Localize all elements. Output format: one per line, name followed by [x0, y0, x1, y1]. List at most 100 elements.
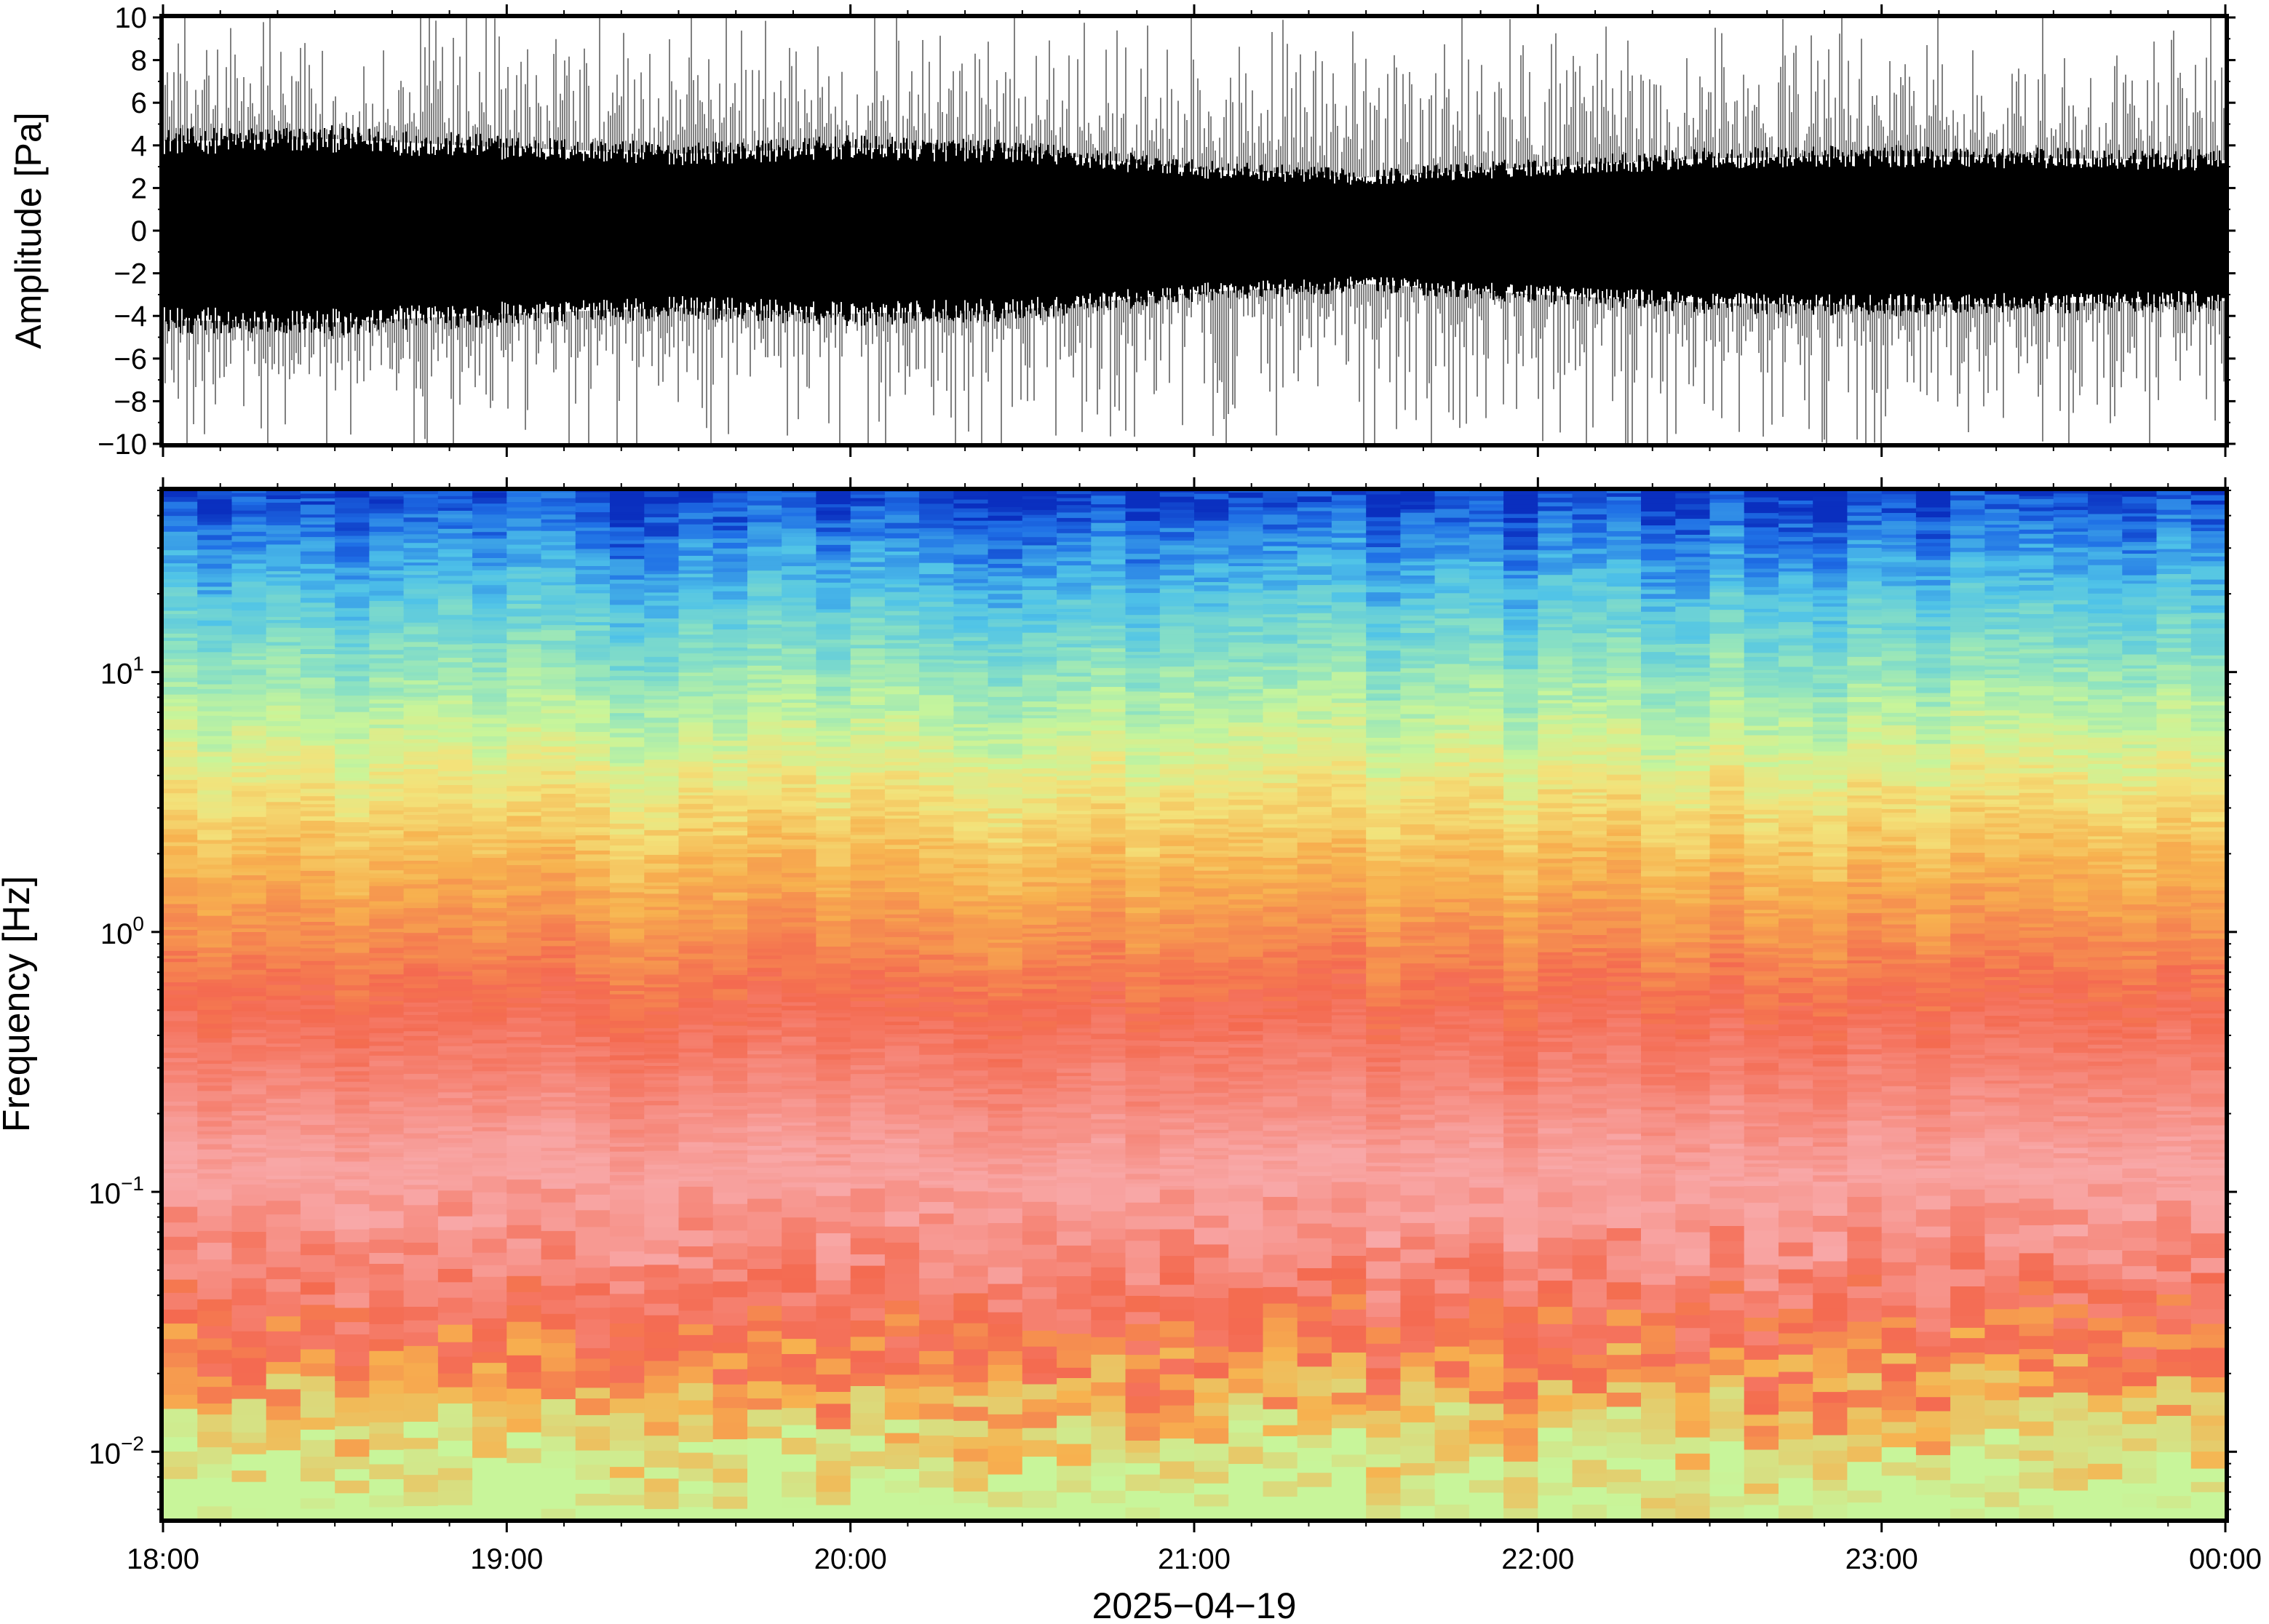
spectrogram-cell	[300, 1104, 335, 1110]
spectrogram-cell	[506, 765, 542, 773]
spectrogram-cell	[678, 550, 714, 556]
spectrogram-cell	[610, 1054, 645, 1061]
spectrogram-cell	[816, 1149, 851, 1155]
spectrogram-cell	[988, 733, 1023, 740]
spectrogram-cell	[816, 1417, 851, 1430]
spectrogram-cell	[816, 765, 851, 773]
spectrogram-cell	[988, 531, 1023, 538]
spectrogram-cell	[197, 896, 233, 902]
spectrogram-cell	[575, 1110, 611, 1115]
spectrogram-cell	[850, 1069, 886, 1075]
spectrogram-cell	[712, 1407, 748, 1423]
spectrogram-cell	[437, 1134, 473, 1139]
spectrogram-cell	[369, 681, 405, 688]
spectrogram-cell	[1022, 759, 1057, 764]
spectrogram-cell	[506, 940, 542, 947]
spectrogram-cell	[437, 779, 473, 785]
spectrogram-cell	[437, 987, 473, 991]
spectrogram-cell	[403, 968, 439, 972]
spectrogram-cell	[919, 638, 955, 645]
spectrogram-cell	[644, 781, 680, 787]
spectrogram-cell	[678, 976, 714, 982]
spectrogram-cell	[541, 624, 576, 631]
spectrogram-cell	[747, 1038, 782, 1043]
spectrogram-cell	[988, 787, 1023, 791]
spectrogram-cell	[266, 968, 301, 973]
spectrogram-cell	[884, 735, 920, 742]
spectrogram-cell	[197, 651, 233, 658]
spectrogram-cell	[644, 1145, 680, 1151]
spectrogram-cell	[953, 608, 989, 612]
spectrogram-cell	[541, 850, 576, 854]
spectrogram-cell	[712, 1482, 748, 1497]
spectrogram-cell	[678, 1032, 714, 1036]
spectrogram-cell	[747, 1035, 782, 1039]
spectrogram-cell	[919, 646, 955, 651]
spectrogram-cell	[1022, 992, 1057, 997]
spectrogram-cell	[437, 1024, 473, 1030]
spectrogram-cell	[335, 1136, 370, 1142]
spectrogram-cell	[782, 496, 817, 502]
spectrogram-cell	[782, 951, 817, 955]
spectrogram-cell	[712, 811, 748, 816]
spectrogram-cell	[369, 873, 405, 878]
spectrogram-cell	[541, 1069, 576, 1074]
spectrogram-cell	[644, 726, 680, 733]
spectrogram-cell	[472, 811, 508, 816]
spectrogram-cell	[575, 1348, 611, 1359]
spectrogram-cell	[163, 1222, 198, 1237]
spectrogram-cell	[437, 911, 473, 915]
spectrogram-cell	[953, 749, 989, 755]
spectrogram-cell	[919, 690, 955, 696]
spectrogram-cell	[712, 766, 748, 771]
spectrogram-cell	[300, 1031, 335, 1036]
spectrogram-cell	[644, 685, 680, 691]
spectrogram-cell	[266, 1031, 301, 1035]
spectrogram-cell	[369, 719, 405, 725]
spectrogram-cell	[163, 545, 198, 551]
spectrogram-cell	[437, 1078, 473, 1083]
spectrogram-cell	[335, 880, 370, 884]
spectrogram-cell	[816, 958, 851, 964]
spectrogram-cell	[369, 1051, 405, 1056]
spectrogram-cell	[369, 1164, 405, 1171]
spectrogram-cell	[266, 692, 301, 696]
spectrogram-cell	[197, 1183, 233, 1190]
spectrogram-cell	[197, 943, 233, 948]
spectrogram-cell	[988, 497, 1023, 502]
spectrogram-cell	[335, 780, 370, 784]
spectrogram-cell	[782, 579, 817, 585]
spectrogram-cell	[472, 834, 508, 840]
spectrogram-cell	[300, 990, 335, 995]
spectrogram-cell	[506, 781, 542, 787]
spectrogram-cell	[231, 562, 267, 569]
spectrogram-cell	[678, 702, 714, 709]
spectrogram-cell	[782, 636, 817, 642]
spectrogram-cell	[1022, 589, 1057, 595]
spectrogram-cell	[403, 684, 439, 689]
spectrogram-cell	[403, 542, 439, 549]
spectrogram-cell	[437, 667, 473, 673]
spectrogram-cell	[953, 872, 989, 877]
spectrogram-cell	[610, 588, 645, 594]
spectrogram-cell	[884, 1114, 920, 1120]
spectrogram-cell	[472, 825, 508, 829]
spectrogram-cell	[1022, 1473, 1057, 1491]
spectrogram-cell	[231, 935, 267, 942]
spectrogram-cell	[335, 919, 370, 923]
spectrogram-cell	[816, 695, 851, 701]
spectrogram-cell	[403, 932, 439, 936]
spectrogram-cell	[403, 649, 439, 656]
spectrogram-cell	[472, 857, 508, 863]
spectrogram-cell	[988, 682, 1023, 687]
spectrogram-cell	[575, 630, 611, 637]
spectrogram-cell	[231, 911, 267, 916]
spectrogram-cell	[988, 1110, 1023, 1115]
spectrogram-cell	[197, 834, 233, 840]
spectrogram-cell	[369, 846, 405, 851]
spectrogram-cell	[1057, 1158, 1092, 1164]
spectrogram-cell	[884, 1419, 920, 1433]
spectrogram-cell	[1022, 544, 1057, 549]
spectrogram-cell	[1022, 1201, 1057, 1216]
